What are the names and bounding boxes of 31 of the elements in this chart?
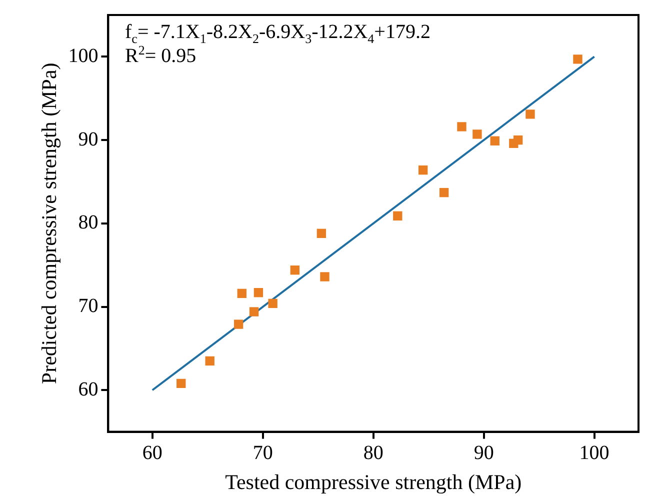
point [393, 211, 402, 220]
x-tick-label: 80 [363, 442, 384, 464]
point [176, 378, 186, 388]
point [290, 265, 300, 275]
point [234, 320, 244, 329]
point [254, 288, 264, 298]
y-tick-label: 100 [68, 44, 98, 67]
x-tick-label: 100 [579, 442, 610, 464]
x-tick-label: 60 [142, 442, 162, 464]
point [237, 288, 246, 298]
point [472, 130, 482, 139]
point [513, 135, 523, 145]
x-axis-title: Tested compressive strength (MPa) [225, 470, 522, 494]
point [490, 136, 500, 146]
y-tick-label: 70 [78, 295, 98, 318]
point [316, 228, 326, 238]
x-tick-label: 90 [474, 442, 494, 464]
point [320, 272, 330, 282]
y-tick-label: 90 [78, 128, 98, 150]
point [268, 298, 278, 308]
point [205, 356, 214, 366]
x-tick-label: 70 [252, 442, 273, 464]
y-tick-label: 60 [78, 378, 98, 400]
y-tick-label: 80 [78, 212, 98, 234]
point [457, 122, 466, 132]
point [526, 110, 535, 119]
y-axis-title: Predicted compressive strength (MPa) [37, 62, 62, 384]
point [439, 188, 449, 198]
point [249, 307, 259, 316]
point [573, 54, 582, 64]
point [418, 165, 428, 175]
